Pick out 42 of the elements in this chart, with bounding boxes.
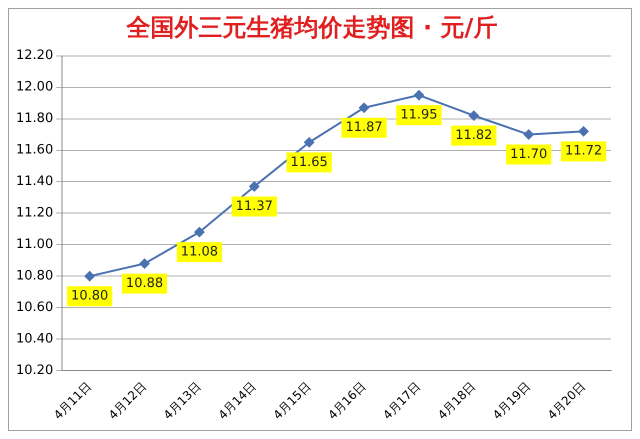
point <box>414 90 424 100</box>
y-tick-label: 12.20 <box>16 48 54 64</box>
point <box>304 137 314 148</box>
y-tick-label: 10.80 <box>16 268 54 284</box>
point <box>84 271 95 282</box>
y-tick-label: 10.40 <box>16 332 54 347</box>
x-tick-label: 4月19日 <box>490 379 534 422</box>
x-tick-label: 4月13日 <box>160 379 204 422</box>
data-label: 10.88 <box>126 276 164 291</box>
data-label: 11.95 <box>400 108 438 123</box>
data-label: 11.08 <box>180 244 218 260</box>
data-label: 11.70 <box>510 146 548 162</box>
point <box>359 102 370 113</box>
y-tick-label: 10.20 <box>16 363 54 378</box>
data-label: 11.37 <box>236 198 273 214</box>
x-tick-label: 4月12日 <box>106 379 149 422</box>
y-tick-label: 11.60 <box>16 142 54 158</box>
point <box>249 181 260 192</box>
data-label: 10.80 <box>71 288 108 304</box>
y-tick-label: 11.80 <box>16 111 54 126</box>
data-label: 11.87 <box>345 120 383 136</box>
point <box>578 126 589 136</box>
point <box>468 110 479 121</box>
x-tick-label: 4月18日 <box>435 379 478 422</box>
x-tick-label: 4月11日 <box>50 379 94 422</box>
y-tick-label: 11.40 <box>16 174 54 190</box>
y-tick-label: 11.00 <box>16 237 54 252</box>
x-tick-label: 4月14日 <box>216 379 259 422</box>
y-tick-label: 12.00 <box>16 80 54 95</box>
data-label: 11.65 <box>290 154 328 170</box>
point <box>140 258 150 269</box>
y-tick-label: 10.60 <box>16 300 54 316</box>
x-tick-label: 4月15日 <box>270 379 314 422</box>
y-tick-label: 11.20 <box>16 206 54 221</box>
point <box>194 227 204 238</box>
data-label: 11.72 <box>564 144 602 159</box>
x-tick-label: 4月20日 <box>544 379 588 422</box>
x-tick-label: 4月17日 <box>380 379 424 422</box>
point <box>524 130 534 140</box>
chart-title: 全国外三元生猪均价走势图 · 元/斤 <box>126 14 498 42</box>
data-label: 11.82 <box>455 128 492 143</box>
x-tick-label: 4月16日 <box>325 379 368 422</box>
